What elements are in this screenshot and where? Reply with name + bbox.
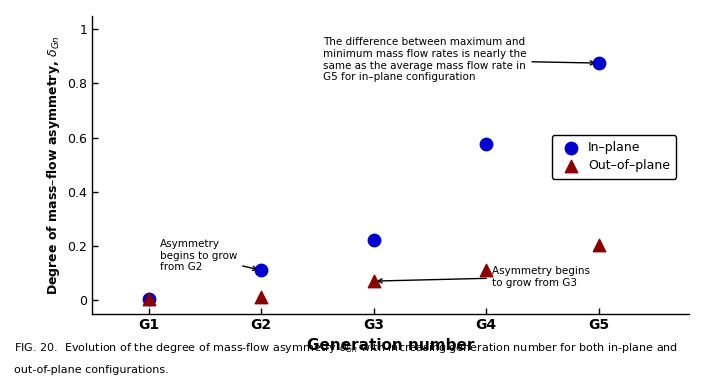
In–plane — [481, 141, 492, 147]
In–plane — [593, 60, 604, 66]
Text: Asymmetry
begins to grow
from G2: Asymmetry begins to grow from G2 — [160, 239, 257, 272]
Y-axis label: Degree of mass–flow asymmetry, $\delta_{Gn}$: Degree of mass–flow asymmetry, $\delta_{… — [45, 35, 62, 294]
Out–of–plane — [593, 241, 604, 248]
In–plane — [368, 237, 379, 243]
Text: Asymmetry begins
to grow from G3: Asymmetry begins to grow from G3 — [378, 266, 590, 288]
Text: FIG. 20.  Evolution of the degree of mass-flow asymmetry $\delta_{Gn}$ with incr: FIG. 20. Evolution of the degree of mass… — [14, 341, 678, 355]
Text: The difference between maximum and
minimum mass flow rates is nearly the
same as: The difference between maximum and minim… — [323, 37, 594, 82]
In–plane — [256, 267, 267, 273]
X-axis label: Generation number: Generation number — [307, 338, 474, 353]
Legend: In–plane, Out–of–plane: In–plane, Out–of–plane — [552, 135, 677, 179]
In–plane — [143, 296, 154, 302]
Out–of–plane — [481, 267, 492, 273]
Out–of–plane — [256, 294, 267, 301]
Text: out-of-plane configurations.: out-of-plane configurations. — [14, 365, 169, 375]
Out–of–plane — [143, 296, 154, 302]
Out–of–plane — [368, 278, 379, 284]
